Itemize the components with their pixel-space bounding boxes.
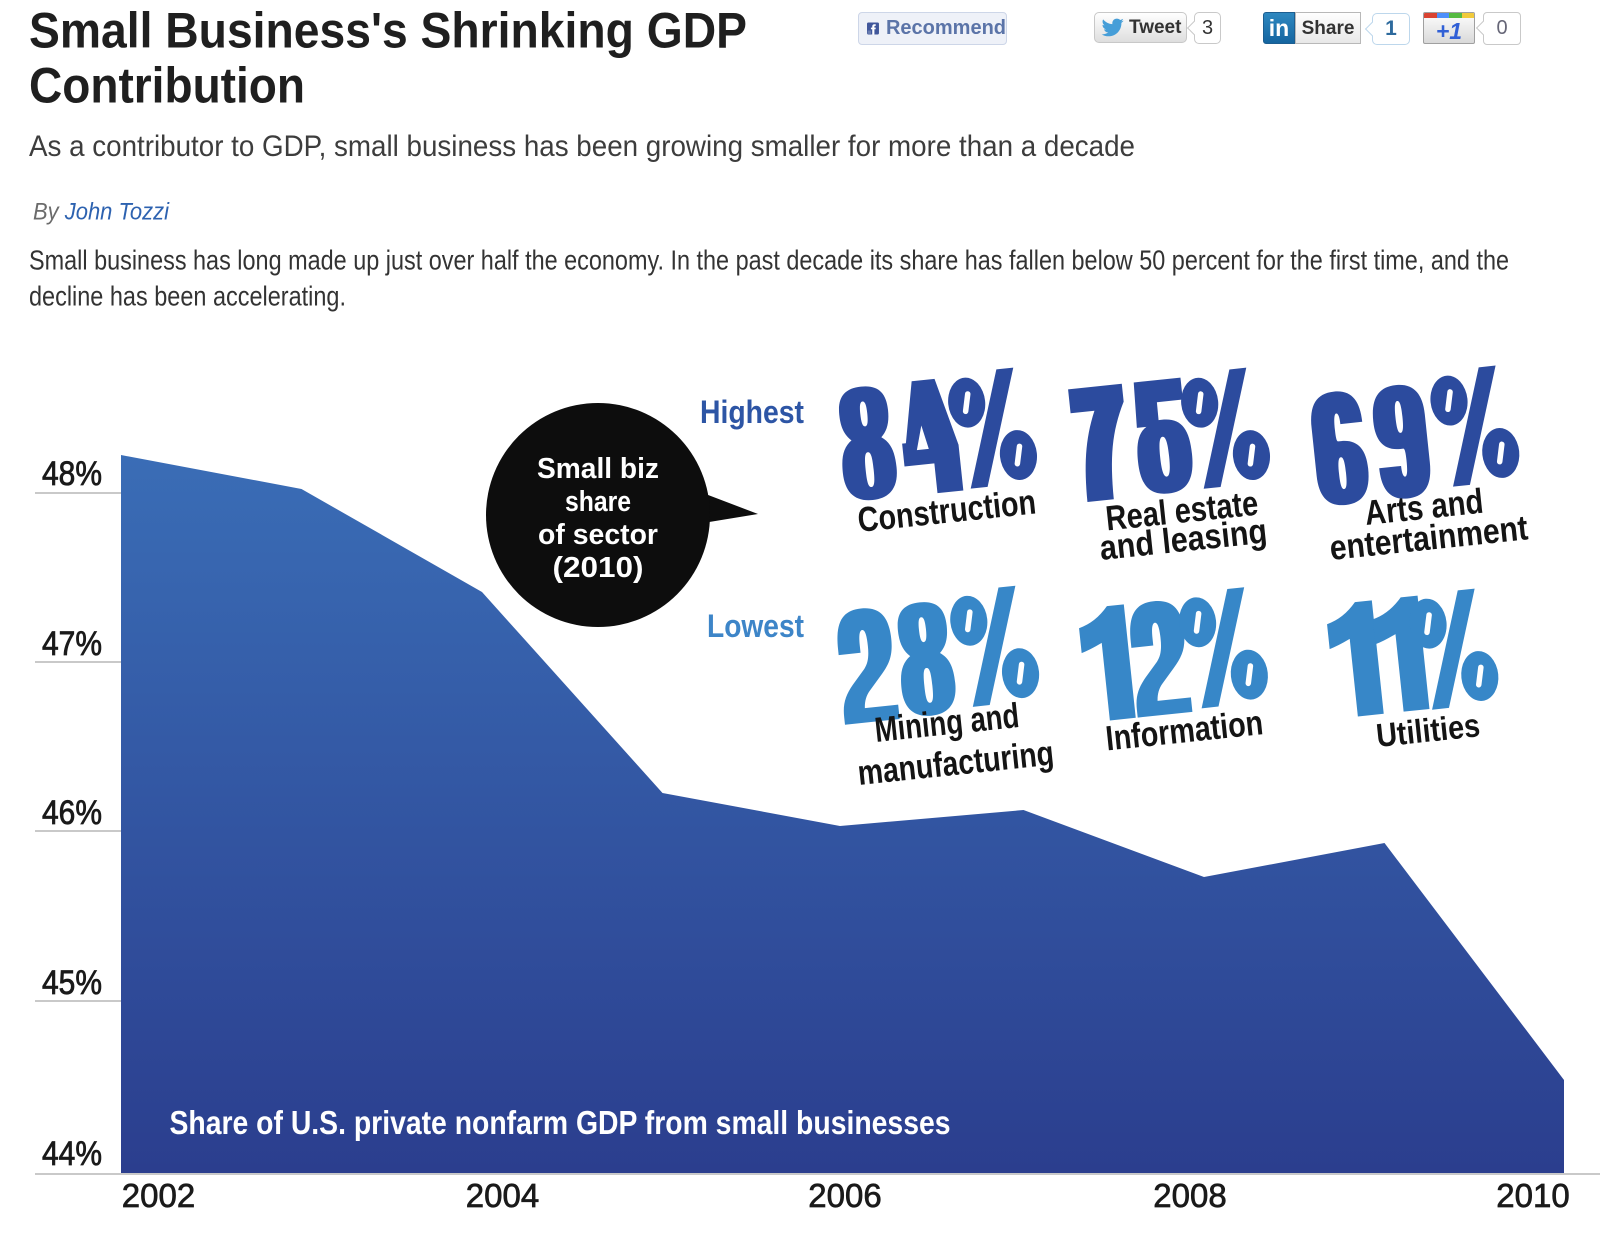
svg-text:48%: 48% — [42, 455, 102, 493]
svg-text:2008: 2008 — [1153, 1177, 1226, 1214]
svg-text:share: share — [565, 486, 631, 518]
svg-text:As a contributor to GDP, small: As a contributor to GDP, small business … — [29, 130, 1135, 163]
svg-text:decline has been accelerating.: decline has been accelerating. — [29, 281, 346, 312]
svg-text:2006: 2006 — [808, 1177, 881, 1214]
svg-text:Share of U.S. private nonfarm: Share of U.S. private nonfarm GDP from s… — [170, 1104, 951, 1141]
svg-text:Highest: Highest — [700, 394, 804, 430]
svg-text:Lowest: Lowest — [707, 608, 804, 644]
svg-text:of sector: of sector — [538, 519, 658, 551]
svg-text:Small business has long made u: Small business has long made up just ove… — [29, 245, 1509, 276]
svg-text:45%: 45% — [42, 964, 102, 1002]
svg-text:2002: 2002 — [122, 1177, 195, 1214]
svg-text:Small biz: Small biz — [537, 453, 659, 485]
svg-text:Utilities: Utilities — [1374, 706, 1481, 754]
svg-text:47%: 47% — [42, 625, 102, 663]
svg-text:44%: 44% — [42, 1135, 102, 1173]
svg-text:By John Tozzi: By John Tozzi — [33, 199, 170, 226]
svg-text:2010: 2010 — [1496, 1177, 1569, 1214]
svg-text:Contribution: Contribution — [29, 58, 305, 114]
svg-text:(2010): (2010) — [553, 552, 644, 584]
svg-text:2004: 2004 — [466, 1177, 539, 1214]
svg-text:Small Business's Shrinking GDP: Small Business's Shrinking GDP — [29, 3, 747, 59]
svg-text:46%: 46% — [42, 794, 102, 832]
